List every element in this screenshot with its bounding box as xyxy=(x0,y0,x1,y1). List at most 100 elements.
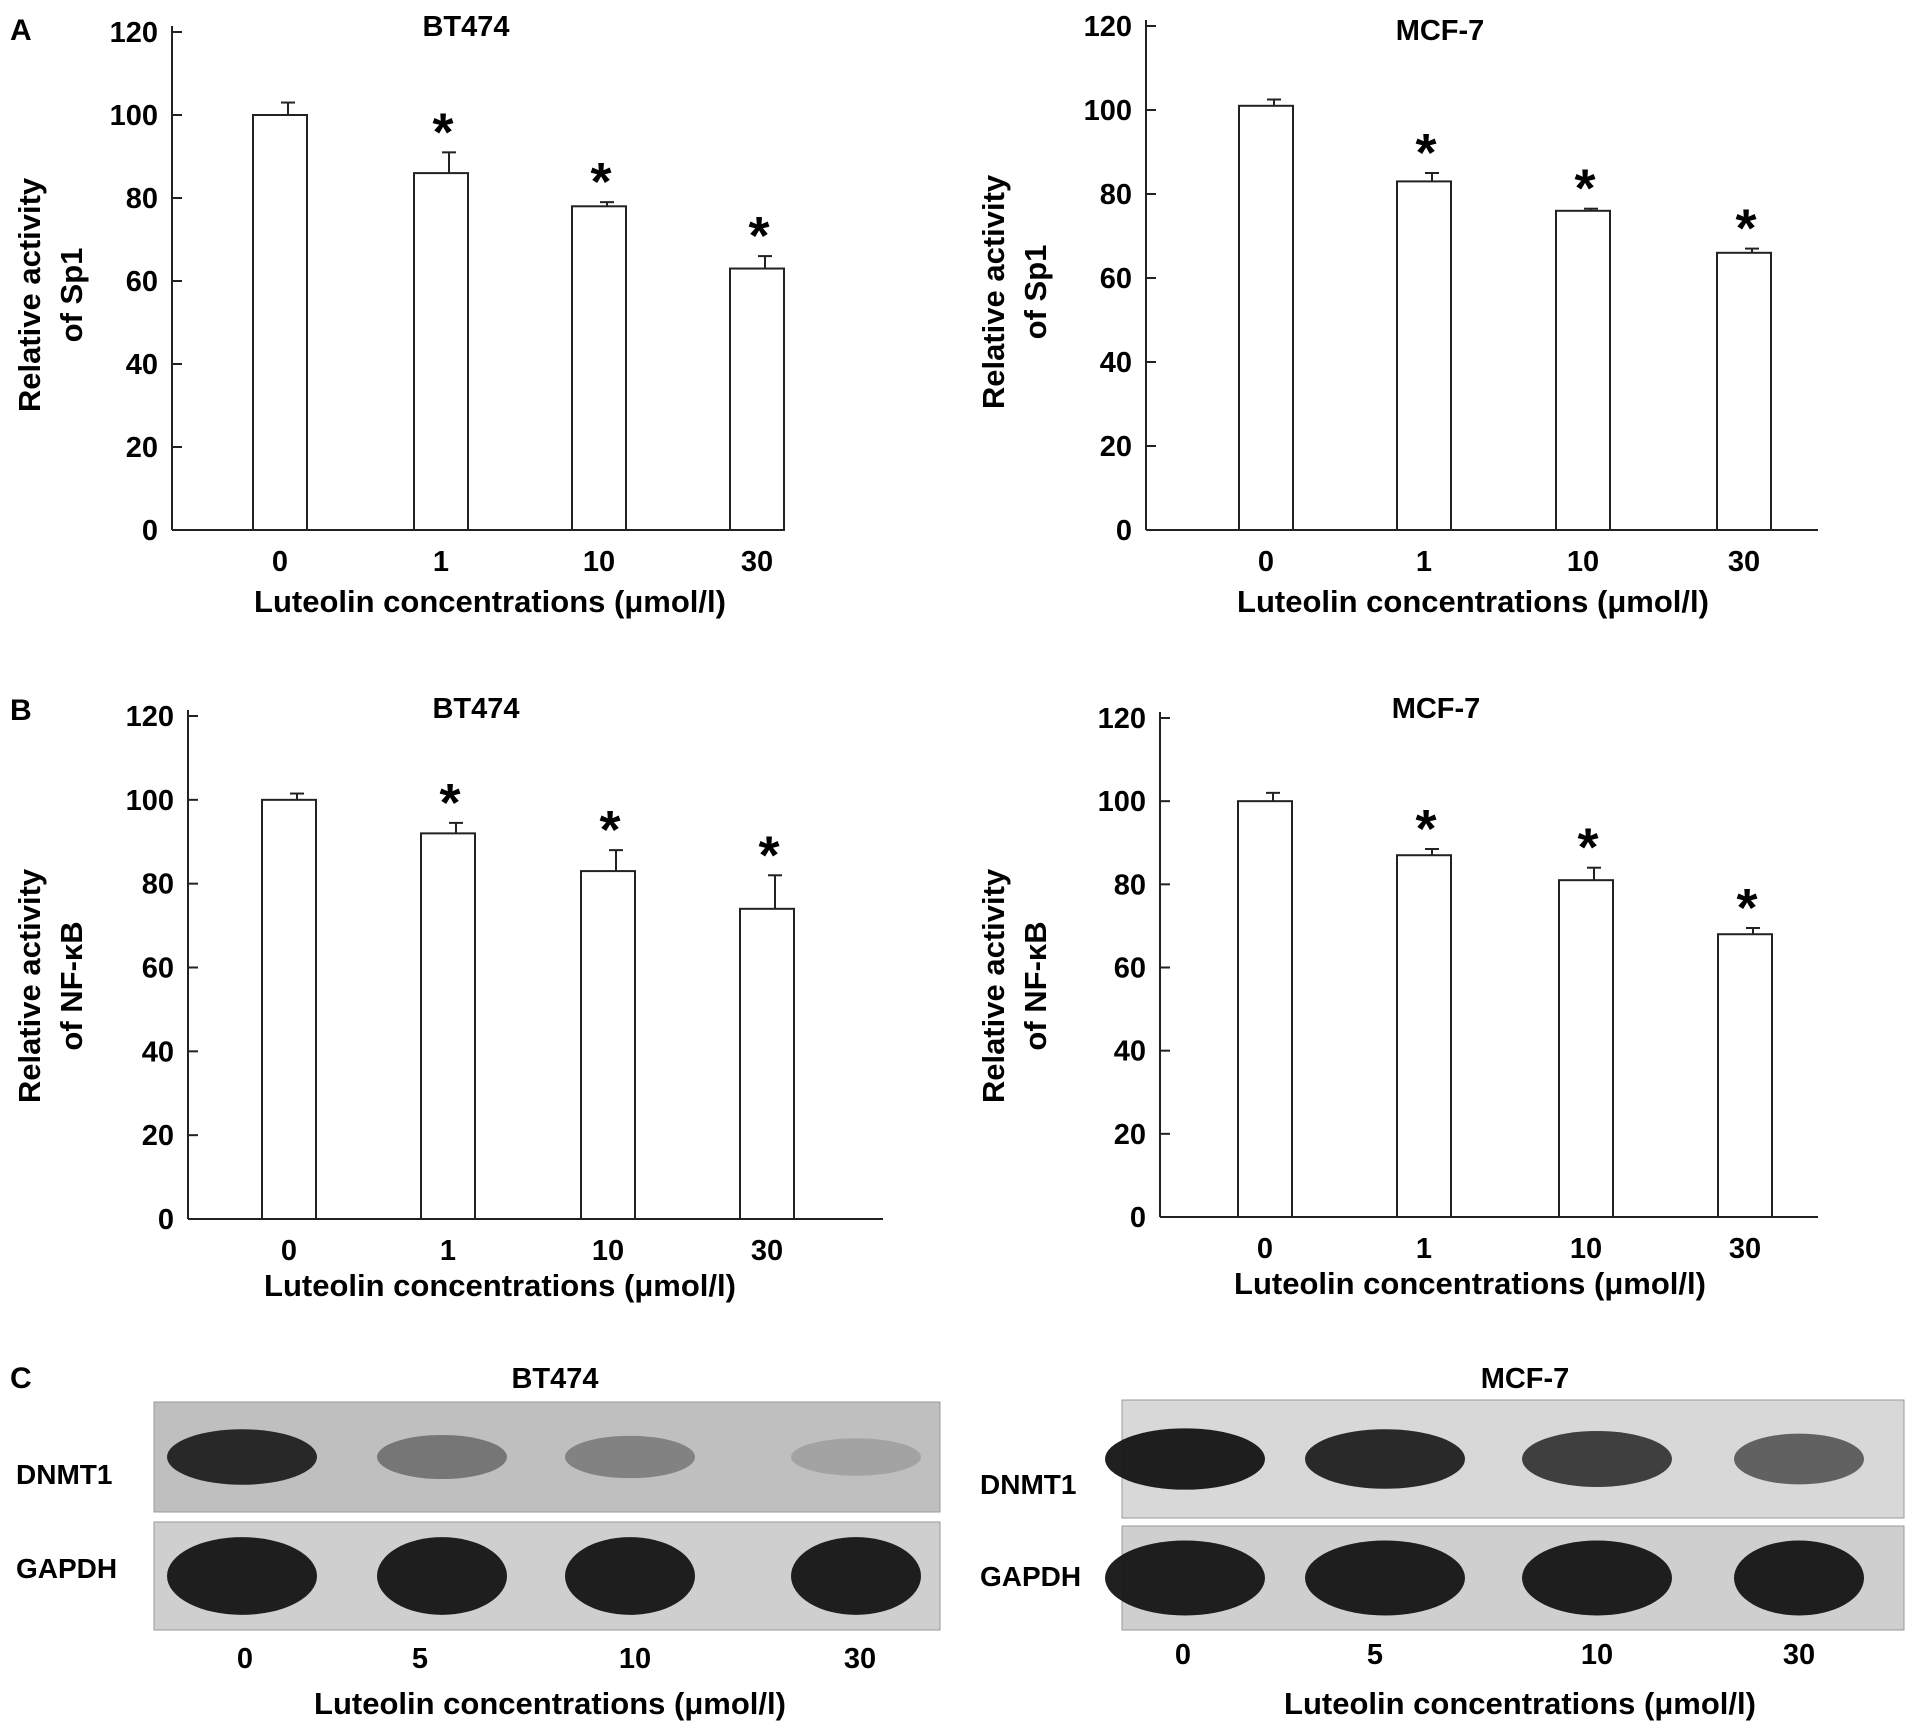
significance-marker: * xyxy=(1415,799,1436,859)
bar xyxy=(1237,800,1293,1219)
y-axis-title-line2: of Sp1 xyxy=(54,248,89,343)
y-axis-title-line1: Relative activity xyxy=(12,177,47,412)
x-tick-label: 1 xyxy=(433,546,449,578)
x-tick-label: 10 xyxy=(1570,1233,1602,1265)
lane-label: 0 xyxy=(1175,1639,1191,1671)
blot-band xyxy=(377,1435,507,1479)
y-axis-title: Relative activity of NF-κB xyxy=(12,868,89,1103)
bar xyxy=(739,907,795,1220)
y-tick-label: 40 xyxy=(126,349,158,381)
x-tick-label: 0 xyxy=(1257,1233,1273,1265)
chart-a-bt474: BT474 Relative activity of Sp1 0 20 40 60 80… xyxy=(12,11,785,619)
chart-title: BT474 xyxy=(432,693,519,725)
plot-area: 0 20 40 60 80 100 120 0 * 1 * 10 * 30 xyxy=(1098,703,1818,1265)
y-axis-title-line2: of NF-κB xyxy=(1018,921,1053,1050)
bar xyxy=(420,832,476,1220)
bar xyxy=(1238,104,1294,532)
panel-letter-c: C xyxy=(10,1362,32,1395)
chart-title: BT474 xyxy=(422,11,509,43)
blot-bt474: BT474 DNMT1 GAPDH 0 5 10 30 Luteolin con… xyxy=(16,1363,941,1721)
y-axis-title-line1: Relative activity xyxy=(12,868,47,1103)
y-tick-label: 0 xyxy=(158,1204,174,1236)
blot-row-label: GAPDH xyxy=(16,1553,117,1584)
y-tick-label: 80 xyxy=(126,183,158,215)
y-axis-title: Relative activity of Sp1 xyxy=(12,177,89,412)
y-tick-label: 100 xyxy=(1084,95,1132,127)
x-tick-label: 30 xyxy=(1729,1233,1761,1265)
y-tick-label: 0 xyxy=(142,515,158,547)
blot-band xyxy=(1734,1433,1864,1485)
bar xyxy=(580,870,636,1220)
chart-title: MCF-7 xyxy=(1396,15,1485,47)
y-tick-label: 100 xyxy=(126,785,174,817)
bar xyxy=(1396,180,1452,531)
bar xyxy=(571,205,627,532)
significance-marker: * xyxy=(1736,878,1757,938)
x-tick-label: 0 xyxy=(281,1235,297,1267)
y-tick-label: 80 xyxy=(1100,179,1132,211)
chart-a-mcf7: MCF-7 Relative activity of Sp1 0 20 40 60 80… xyxy=(976,11,1818,619)
bar xyxy=(1396,854,1452,1218)
blot-band xyxy=(1734,1540,1864,1616)
bar xyxy=(252,114,308,531)
x-tick-label: 30 xyxy=(1728,546,1760,578)
lane-label: 0 xyxy=(237,1643,253,1675)
chart-title: MCF-7 xyxy=(1392,693,1481,725)
significance-marker: * xyxy=(1415,123,1436,183)
blot-image xyxy=(1105,1399,1905,1631)
blot-image xyxy=(153,1401,941,1631)
y-tick-label: 120 xyxy=(1084,11,1132,43)
y-tick-label: 20 xyxy=(126,432,158,464)
x-axis-title: Luteolin concentrations (μmol/l) xyxy=(264,1268,736,1303)
plot-area: 0 20 40 60 80 100 120 0 * 1 * 10 * 30 xyxy=(1084,11,1818,578)
blot-band xyxy=(1105,1428,1265,1490)
blot-row-label: DNMT1 xyxy=(16,1459,112,1490)
bar xyxy=(1558,879,1614,1218)
blot-mcf7: MCF-7 DNMT1 GAPDH 0 5 10 30 Luteolin con… xyxy=(980,1363,1905,1721)
y-axis-title: Relative activity of NF-κB xyxy=(976,868,1053,1103)
y-tick-label: 60 xyxy=(126,266,158,298)
chart-b-mcf7: MCF-7 Relative activity of NF-κB 0 20 40 60… xyxy=(976,693,1818,1301)
blot-row-label: GAPDH xyxy=(980,1561,1081,1592)
lane-label: 5 xyxy=(412,1643,428,1675)
y-tick-label: 20 xyxy=(1114,1119,1146,1151)
significance-marker: * xyxy=(432,102,453,162)
bar xyxy=(261,798,317,1220)
blot-band xyxy=(167,1429,317,1485)
lane-label: 30 xyxy=(1783,1639,1815,1671)
bar xyxy=(413,172,469,531)
significance-marker: * xyxy=(439,773,460,833)
significance-marker: * xyxy=(1577,818,1598,878)
y-tick-label: 120 xyxy=(110,17,158,49)
y-tick-label: 40 xyxy=(142,1036,174,1068)
blot-band xyxy=(1522,1430,1672,1488)
plot-area: 0 20 40 60 80 100 120 0 * 1 * 10 * 30 xyxy=(126,701,883,1267)
significance-marker: * xyxy=(599,800,620,860)
plot-area: 0 20 40 60 80 100 120 0 * 1 * 10 * 30 xyxy=(110,17,785,578)
y-tick-label: 80 xyxy=(142,869,174,901)
lane-label: 30 xyxy=(844,1643,876,1675)
blot-band xyxy=(1305,1429,1465,1489)
x-axis-title: Luteolin concentrations (μmol/l) xyxy=(254,584,726,619)
y-axis-title-line1: Relative activity xyxy=(976,868,1011,1103)
x-tick-label: 1 xyxy=(1416,546,1432,578)
bar xyxy=(1555,209,1611,532)
lane-label: 10 xyxy=(1581,1639,1613,1671)
y-tick-label: 60 xyxy=(1100,263,1132,295)
x-tick-label: 10 xyxy=(1567,546,1599,578)
y-tick-label: 120 xyxy=(126,701,174,733)
significance-marker: * xyxy=(748,206,769,266)
panel-letter-a: A xyxy=(10,14,32,47)
significance-marker: * xyxy=(1574,159,1595,219)
significance-marker: * xyxy=(1735,199,1756,259)
y-tick-label: 0 xyxy=(1130,1202,1146,1234)
y-tick-label: 0 xyxy=(1116,515,1132,547)
x-axis-title: Luteolin concentrations (μmol/l) xyxy=(314,1686,786,1721)
significance-marker: * xyxy=(758,825,779,885)
x-tick-label: 10 xyxy=(592,1235,624,1267)
blot-band xyxy=(565,1435,695,1479)
x-tick-label: 0 xyxy=(1258,546,1274,578)
panel-letter-b: B xyxy=(10,694,32,727)
y-tick-label: 100 xyxy=(110,100,158,132)
